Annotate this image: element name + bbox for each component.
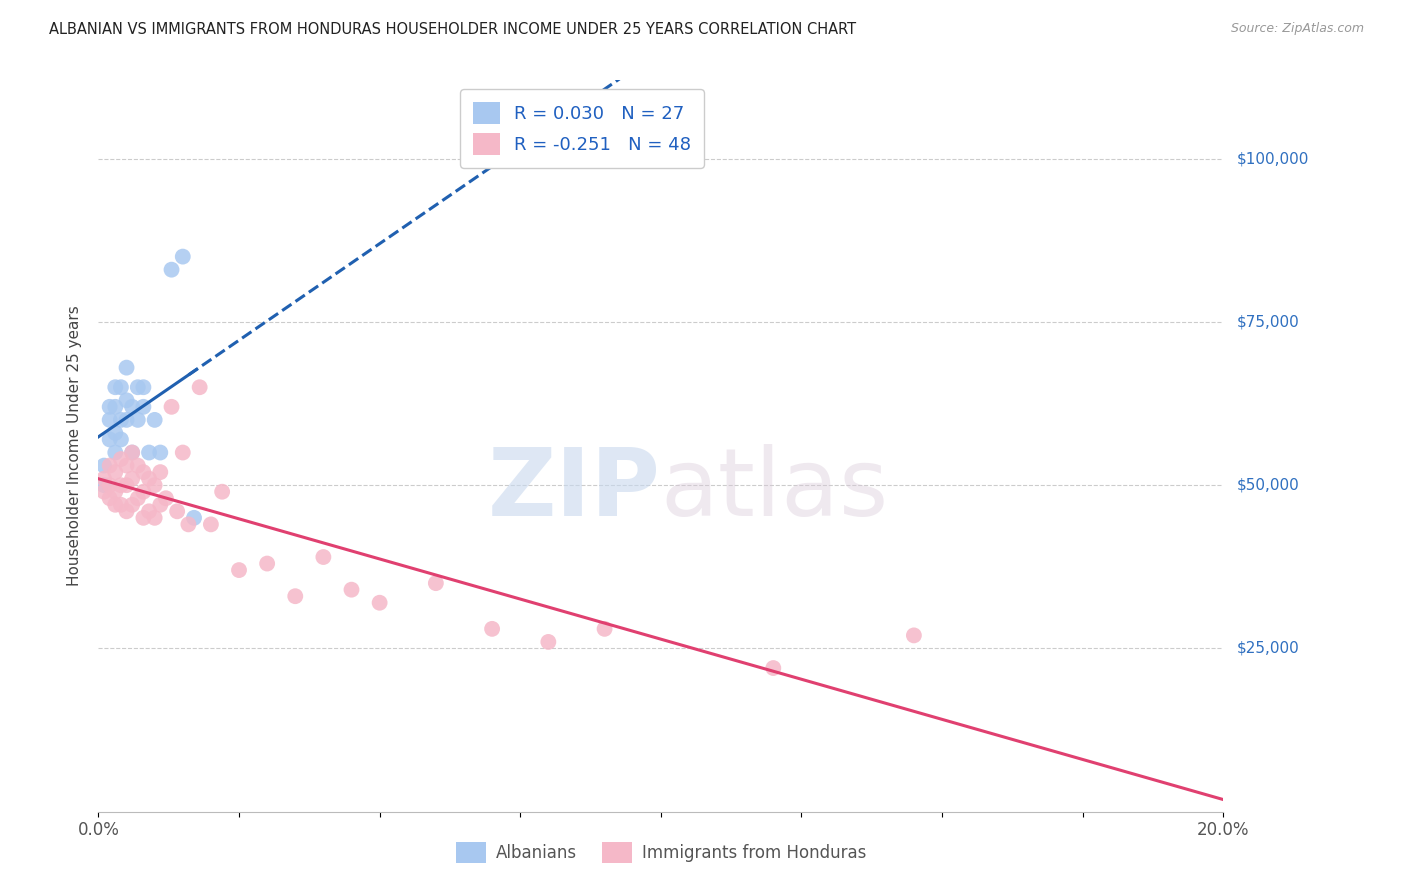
Text: $100,000: $100,000 bbox=[1237, 151, 1309, 166]
Text: atlas: atlas bbox=[661, 444, 889, 536]
Point bbox=[98, 433, 121, 447]
Point bbox=[121, 445, 143, 459]
Point bbox=[166, 504, 188, 518]
Point bbox=[183, 511, 205, 525]
Legend: Albanians, Immigrants from Honduras: Albanians, Immigrants from Honduras bbox=[449, 836, 873, 869]
Point bbox=[149, 465, 172, 479]
Point bbox=[200, 517, 222, 532]
Point bbox=[593, 622, 616, 636]
Point bbox=[93, 458, 115, 473]
Point bbox=[93, 478, 115, 492]
Point bbox=[104, 445, 127, 459]
Text: Source: ZipAtlas.com: Source: ZipAtlas.com bbox=[1230, 22, 1364, 36]
Point bbox=[132, 484, 155, 499]
Point bbox=[93, 484, 115, 499]
Point bbox=[160, 400, 183, 414]
Point bbox=[104, 425, 127, 440]
Point bbox=[115, 413, 138, 427]
Point bbox=[98, 400, 121, 414]
Point bbox=[98, 458, 121, 473]
Y-axis label: Householder Income Under 25 years: Householder Income Under 25 years bbox=[66, 306, 82, 586]
Point bbox=[132, 511, 155, 525]
Point bbox=[127, 458, 149, 473]
Point bbox=[903, 628, 925, 642]
Point bbox=[110, 452, 132, 467]
Point bbox=[98, 491, 121, 506]
Point bbox=[132, 465, 155, 479]
Text: $25,000: $25,000 bbox=[1237, 641, 1301, 656]
Point bbox=[127, 413, 149, 427]
Point bbox=[155, 491, 177, 506]
Point bbox=[121, 498, 143, 512]
Point bbox=[172, 445, 194, 459]
Point bbox=[127, 380, 149, 394]
Point bbox=[149, 445, 172, 459]
Text: ZIP: ZIP bbox=[488, 444, 661, 536]
Point bbox=[115, 360, 138, 375]
Point bbox=[110, 498, 132, 512]
Point bbox=[312, 549, 335, 564]
Point bbox=[160, 262, 183, 277]
Point bbox=[368, 596, 391, 610]
Point bbox=[98, 413, 121, 427]
Point bbox=[115, 504, 138, 518]
Text: ALBANIAN VS IMMIGRANTS FROM HONDURAS HOUSEHOLDER INCOME UNDER 25 YEARS CORRELATI: ALBANIAN VS IMMIGRANTS FROM HONDURAS HOU… bbox=[49, 22, 856, 37]
Point bbox=[127, 491, 149, 506]
Point bbox=[138, 472, 160, 486]
Point bbox=[211, 484, 233, 499]
Point bbox=[177, 517, 200, 532]
Point bbox=[425, 576, 447, 591]
Point bbox=[537, 635, 560, 649]
Point bbox=[115, 393, 138, 408]
Point bbox=[284, 589, 307, 603]
Point bbox=[110, 380, 132, 394]
Point bbox=[104, 498, 127, 512]
Point bbox=[110, 433, 132, 447]
Point bbox=[481, 622, 503, 636]
Point bbox=[138, 504, 160, 518]
Text: $75,000: $75,000 bbox=[1237, 314, 1301, 329]
Point bbox=[115, 478, 138, 492]
Point bbox=[104, 465, 127, 479]
Point bbox=[132, 400, 155, 414]
Point bbox=[121, 445, 143, 459]
Point bbox=[121, 472, 143, 486]
Point bbox=[228, 563, 250, 577]
Point bbox=[172, 250, 194, 264]
Point bbox=[121, 400, 143, 414]
Point bbox=[143, 511, 166, 525]
Point bbox=[104, 380, 127, 394]
Point bbox=[115, 458, 138, 473]
Point bbox=[110, 478, 132, 492]
Point bbox=[132, 380, 155, 394]
Point bbox=[762, 661, 785, 675]
Point bbox=[138, 445, 160, 459]
Point bbox=[104, 400, 127, 414]
Point bbox=[93, 472, 115, 486]
Point bbox=[104, 484, 127, 499]
Point bbox=[256, 557, 278, 571]
Point bbox=[143, 478, 166, 492]
Point bbox=[340, 582, 363, 597]
Point bbox=[188, 380, 211, 394]
Point bbox=[143, 413, 166, 427]
Point bbox=[98, 478, 121, 492]
Text: $50,000: $50,000 bbox=[1237, 478, 1301, 492]
Point bbox=[110, 413, 132, 427]
Point bbox=[149, 498, 172, 512]
